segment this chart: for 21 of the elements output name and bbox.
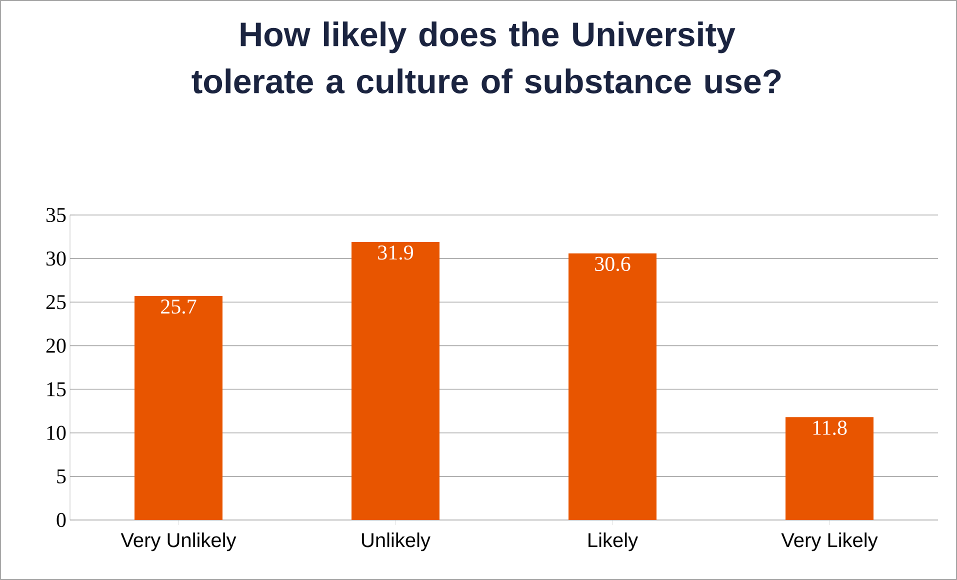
y-tick-label: 35 <box>46 208 66 222</box>
y-tick-label: 5 <box>57 469 66 484</box>
bar <box>568 253 657 520</box>
y-tick-label: 25 <box>46 295 66 310</box>
data-label: 11.8 <box>813 420 847 435</box>
y-tick-label: 0 <box>56 512 66 528</box>
bar <box>352 242 440 520</box>
bar <box>134 296 222 520</box>
x-tick-label: Likely <box>588 532 638 552</box>
y-tick-label: 20 <box>46 338 66 353</box>
chart-title: How likely does the University tolerate a culture of substance use? <box>192 22 781 94</box>
x-tick-label: Unlikely <box>362 532 430 552</box>
y-tick-label: 30 <box>46 251 66 266</box>
x-tick-label: Very Unlikely <box>120 532 236 552</box>
x-tick-label: Very Likely <box>781 532 878 552</box>
data-label: 30.6 <box>595 256 630 272</box>
y-tick-label: 10 <box>47 426 66 440</box>
bar <box>786 417 874 520</box>
y-tick-label: 15 <box>47 382 66 396</box>
data-label: 25.7 <box>161 300 196 314</box>
data-label: 31.9 <box>378 246 414 260</box>
